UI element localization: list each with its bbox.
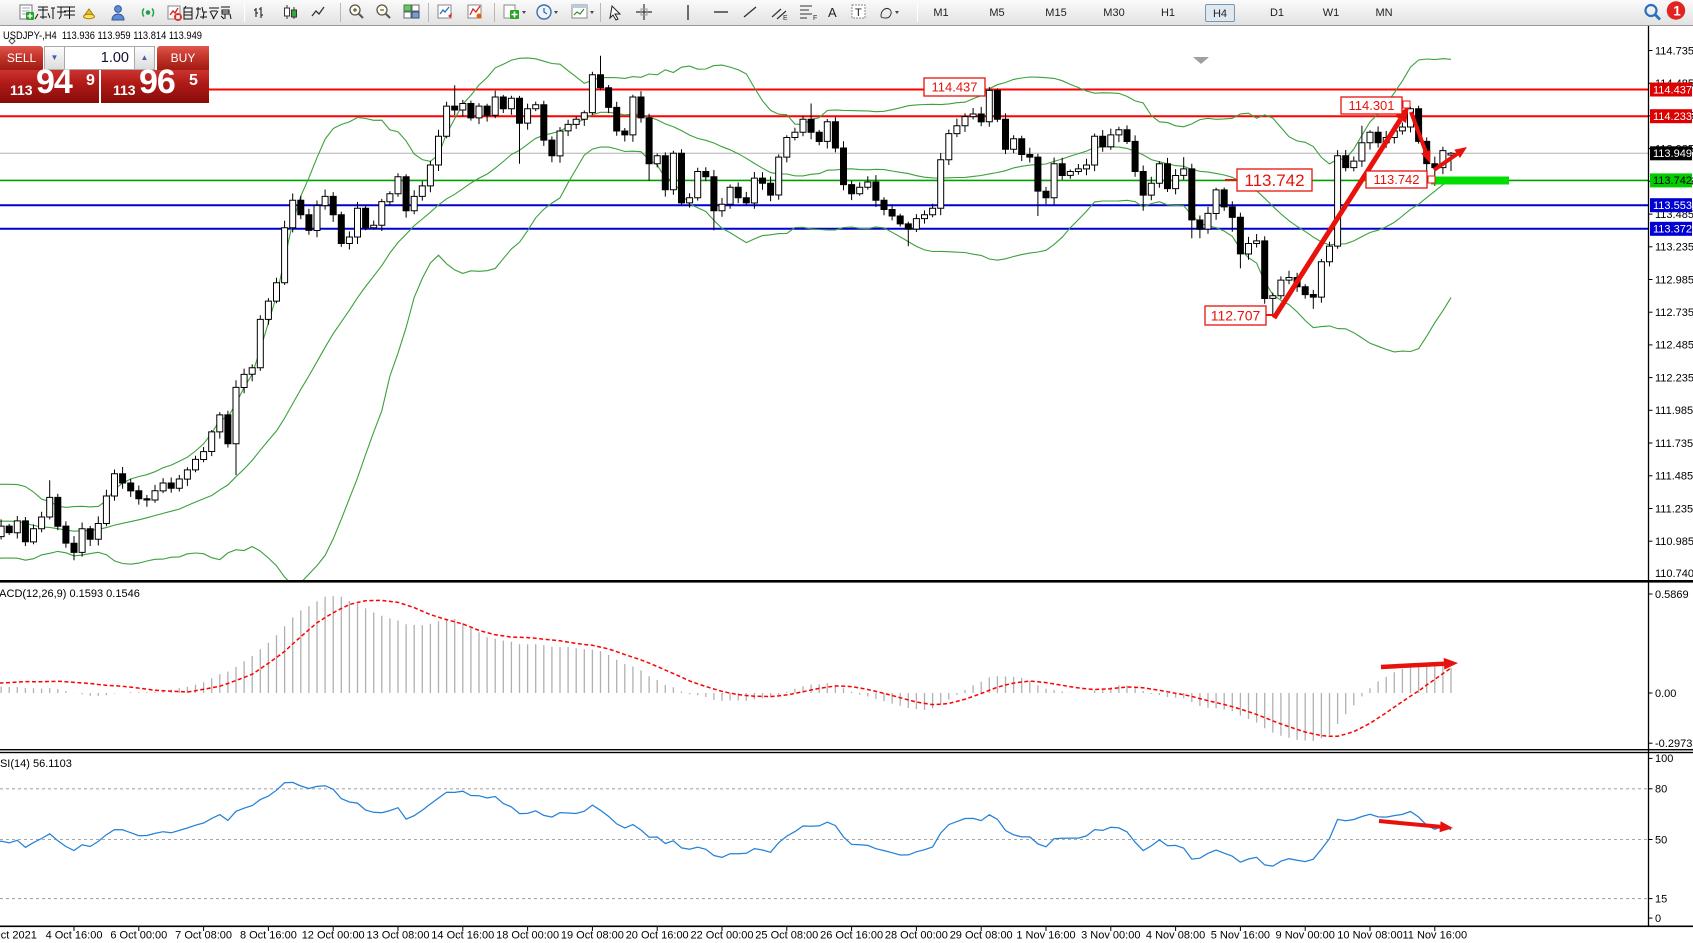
svg-text:113.372: 113.372 xyxy=(1653,224,1692,236)
svg-text:114.437: 114.437 xyxy=(931,80,977,95)
svg-text:111.735: 111.735 xyxy=(1655,438,1693,450)
svg-text:0: 0 xyxy=(1655,913,1661,925)
svg-text:25 Oct 08:00: 25 Oct 08:00 xyxy=(755,930,818,942)
svg-text:111.985: 111.985 xyxy=(1655,405,1693,417)
svg-text:13 Oct 08:00: 13 Oct 08:00 xyxy=(367,930,430,942)
svg-text:110.985: 110.985 xyxy=(1655,536,1693,548)
svg-text:A: A xyxy=(828,5,837,20)
svg-text:19 Oct 08:00: 19 Oct 08:00 xyxy=(561,930,624,942)
svg-text:15: 15 xyxy=(1655,893,1667,905)
svg-text:112.735: 112.735 xyxy=(1655,307,1693,319)
svg-text:F: F xyxy=(813,15,817,22)
svg-text:0.00: 0.00 xyxy=(1655,688,1676,700)
svg-text:1 Nov 16:00: 1 Nov 16:00 xyxy=(1016,930,1075,942)
svg-text:1: 1 xyxy=(1673,4,1681,19)
svg-text:T: T xyxy=(855,7,862,19)
svg-text:MACD(12,26,9) 0.1593 0.1546: MACD(12,26,9) 0.1593 0.1546 xyxy=(0,588,140,600)
svg-text:113.742: 113.742 xyxy=(1244,171,1304,190)
svg-text:112.235: 112.235 xyxy=(1655,372,1693,384)
svg-text:-0.2973: -0.2973 xyxy=(1655,738,1692,750)
svg-text:113.553: 113.553 xyxy=(1653,200,1692,212)
svg-text:114.735: 114.735 xyxy=(1655,45,1693,57)
svg-text:114.437: 114.437 xyxy=(1653,84,1692,96)
svg-text:6 Oct 00:00: 6 Oct 00:00 xyxy=(110,930,167,942)
svg-text:22 Oct 00:00: 22 Oct 00:00 xyxy=(691,930,754,942)
svg-text:4 Oct 16:00: 4 Oct 16:00 xyxy=(46,930,103,942)
svg-text:1 Oct 2021: 1 Oct 2021 xyxy=(0,930,37,942)
svg-text:28 Oct 00:00: 28 Oct 00:00 xyxy=(885,930,948,942)
svg-text:12 Oct 00:00: 12 Oct 00:00 xyxy=(302,930,365,942)
svg-text:100: 100 xyxy=(1655,753,1673,765)
svg-text:11 Nov 16:00: 11 Nov 16:00 xyxy=(1402,930,1467,942)
svg-text:111.235: 111.235 xyxy=(1655,503,1693,515)
svg-text:7 Oct 08:00: 7 Oct 08:00 xyxy=(175,930,232,942)
svg-text:113.742: 113.742 xyxy=(1653,175,1692,187)
svg-text:112.485: 112.485 xyxy=(1655,340,1693,352)
svg-text:4 Nov 08:00: 4 Nov 08:00 xyxy=(1146,930,1205,942)
svg-text:113.742: 113.742 xyxy=(1373,172,1419,187)
svg-text:8 Oct 16:00: 8 Oct 16:00 xyxy=(240,930,297,942)
svg-text:80: 80 xyxy=(1655,784,1667,796)
svg-text:10 Nov 08:00: 10 Nov 08:00 xyxy=(1337,930,1402,942)
svg-text:0.5869: 0.5869 xyxy=(1655,589,1689,601)
svg-text:113.949: 113.949 xyxy=(1653,148,1692,160)
svg-text:USDJPY-,H4 113.936 113.959 11: USDJPY-,H4 113.936 113.959 113.814 113.9… xyxy=(3,30,202,42)
svg-text:14 Oct 16:00: 14 Oct 16:00 xyxy=(431,930,494,942)
svg-text:E: E xyxy=(783,15,788,22)
svg-text:50: 50 xyxy=(1655,834,1667,846)
svg-text:5 Nov 16:00: 5 Nov 16:00 xyxy=(1211,930,1270,942)
svg-text:29 Oct 08:00: 29 Oct 08:00 xyxy=(950,930,1013,942)
svg-text:9 Nov 00:00: 9 Nov 00:00 xyxy=(1276,930,1335,942)
svg-text:18 Oct 00:00: 18 Oct 00:00 xyxy=(496,930,559,942)
svg-text:26 Oct 16:00: 26 Oct 16:00 xyxy=(820,930,883,942)
svg-text:20 Oct 16:00: 20 Oct 16:00 xyxy=(626,930,689,942)
svg-text:114.233: 114.233 xyxy=(1653,111,1692,123)
svg-text:RSI(14) 56.1103: RSI(14) 56.1103 xyxy=(0,758,72,770)
svg-text:112.985: 112.985 xyxy=(1655,274,1693,286)
svg-text:113.235: 113.235 xyxy=(1655,242,1693,254)
svg-text:112.707: 112.707 xyxy=(1211,308,1261,324)
svg-text:110.740: 110.740 xyxy=(1655,568,1693,580)
svg-text:3 Nov 00:00: 3 Nov 00:00 xyxy=(1081,930,1140,942)
svg-text:111.485: 111.485 xyxy=(1655,471,1693,483)
svg-text:114.301: 114.301 xyxy=(1348,98,1394,113)
